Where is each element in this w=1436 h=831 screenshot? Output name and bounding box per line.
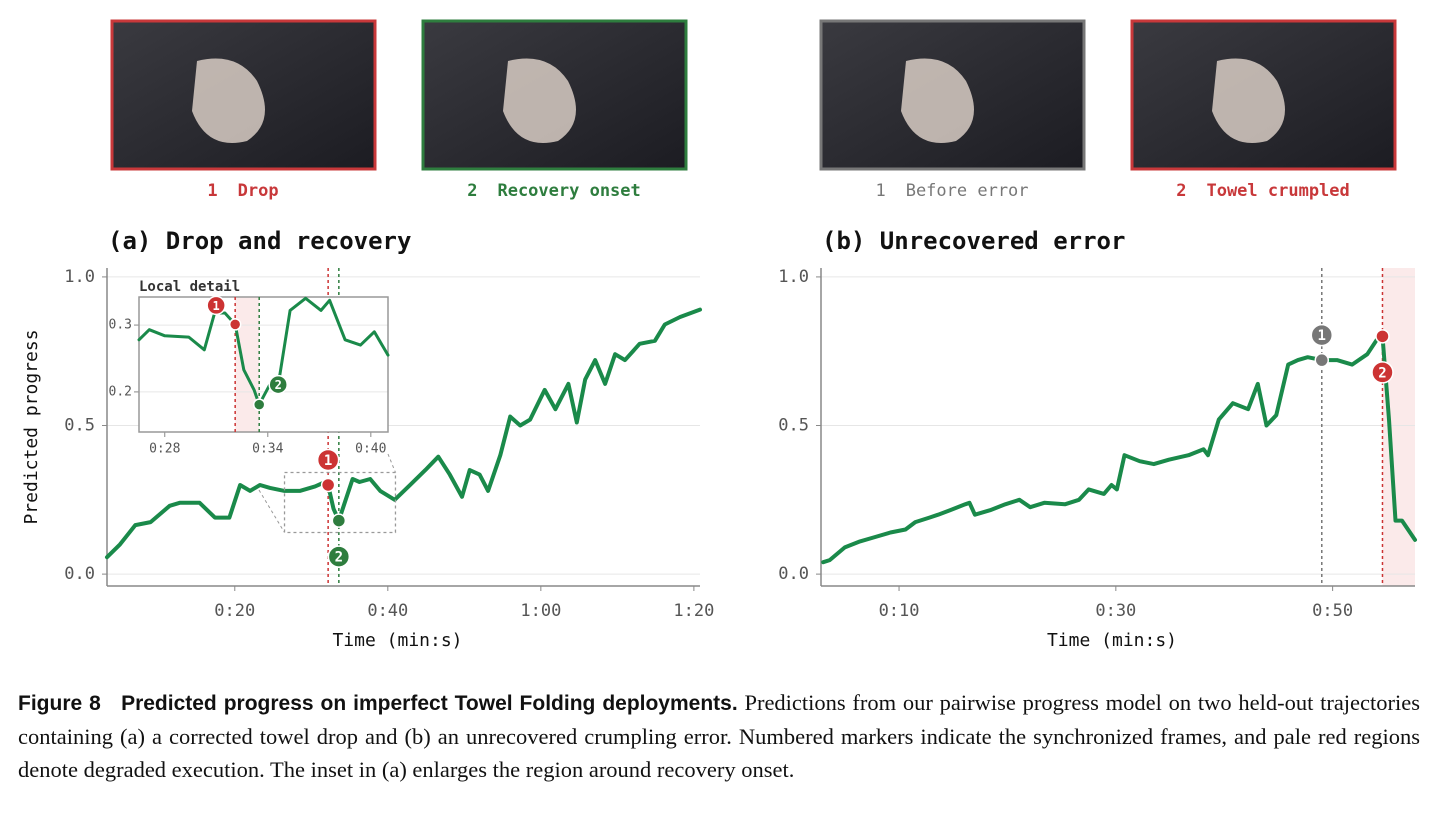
progress-line: [821, 334, 1417, 565]
x-tick-label: 0:40: [355, 442, 386, 457]
marker-dot: [331, 513, 347, 528]
marker-dot: [320, 477, 336, 493]
frame-label: Before error: [906, 181, 1029, 201]
marker-badge: [1371, 361, 1394, 384]
y-tick-label: 0.2: [109, 384, 132, 399]
frame-label: Towel crumpled: [1206, 181, 1349, 201]
inset-frame: [138, 296, 389, 433]
y-tick-label: 0.3: [109, 318, 132, 333]
x-tick-label: 0:30: [1095, 601, 1136, 621]
marker-badge-label: 1: [324, 453, 332, 469]
towel-shape: [192, 58, 265, 143]
marker-badge-label: 2: [275, 378, 282, 392]
x-axis-label: Time (min:s): [1047, 630, 1177, 651]
y-tick-label: 1.0: [778, 267, 809, 287]
marker-dot: [1314, 352, 1330, 368]
marker-dot: [252, 398, 266, 411]
zoom-connector: [258, 489, 285, 533]
frame-number: 1: [875, 181, 885, 201]
x-tick-label: 0:20: [214, 601, 255, 621]
video-frame: [421, 19, 688, 171]
marker-badge: [327, 545, 351, 568]
x-tick-label: 0:34: [252, 442, 283, 457]
y-tick-label: 0.5: [64, 416, 95, 436]
marker-badge-label: 1: [213, 299, 220, 313]
caption-title: Predicted progress on imperfect Towel Fo…: [121, 692, 738, 715]
marker-badge-label: 2: [1378, 365, 1386, 381]
zoom-region: [283, 471, 397, 534]
inset-background: [139, 297, 388, 432]
x-tick-label: 0:10: [879, 601, 920, 621]
marker-badge: [316, 448, 340, 472]
towel-shape: [901, 58, 974, 143]
frame-caption: 1 Drop: [207, 181, 278, 201]
y-tick-label: 0.5: [778, 416, 809, 436]
x-axis-label: Time (min:s): [332, 630, 462, 651]
frame-number: 2: [1176, 181, 1186, 201]
progress-line: [105, 307, 702, 560]
frame-caption: 2 Recovery onset: [467, 181, 641, 201]
frame-caption: 1 Before error: [875, 181, 1028, 201]
marker-badge-label: 2: [335, 550, 343, 566]
degraded-region: [1382, 268, 1415, 586]
y-tick-label: 1.0: [64, 267, 95, 287]
y-tick-label: 0.0: [64, 564, 95, 584]
x-tick-label: 0:50: [1312, 601, 1353, 621]
chart-title: (a) Drop and recovery: [108, 227, 411, 255]
frame-label: Recovery onset: [497, 181, 640, 201]
frame-number: 1: [207, 181, 217, 201]
towel-shape: [1212, 58, 1285, 143]
x-tick-label: 1:00: [520, 601, 561, 621]
frame-label: Drop: [238, 181, 279, 201]
x-tick-label: 0:40: [367, 601, 408, 621]
figure-caption: Figure 8 Predicted progress on imperfect…: [18, 686, 1420, 786]
marker-dot: [228, 318, 242, 331]
marker-badge: [1310, 323, 1334, 347]
y-tick-label: 0.0: [778, 564, 809, 584]
y-axis-label: Predicted progress: [21, 329, 42, 524]
caption-label: Figure 8: [18, 692, 101, 715]
frame-number: 2: [467, 181, 477, 201]
figure: 1 Drop 2 Recovery onset 1 Before error 2 Towel …: [21, 19, 1417, 651]
zoom-connector: [387, 453, 396, 473]
x-tick-label: 1:20: [673, 601, 714, 621]
inset-title: Local detail: [139, 279, 240, 295]
marker-badge-label: 1: [1318, 328, 1326, 344]
chart-title: (b) Unrecovered error: [822, 227, 1125, 255]
degraded-region: [235, 297, 260, 432]
frame-caption: 2 Towel crumpled: [1176, 181, 1350, 201]
marker-dot: [1375, 329, 1390, 344]
caption-text: Predictions from our pairwise progress m…: [18, 690, 1421, 782]
marker-badge: [268, 374, 288, 395]
marker-badge: [206, 295, 226, 316]
towel-shape: [503, 58, 576, 143]
x-tick-label: 0:28: [149, 442, 180, 457]
